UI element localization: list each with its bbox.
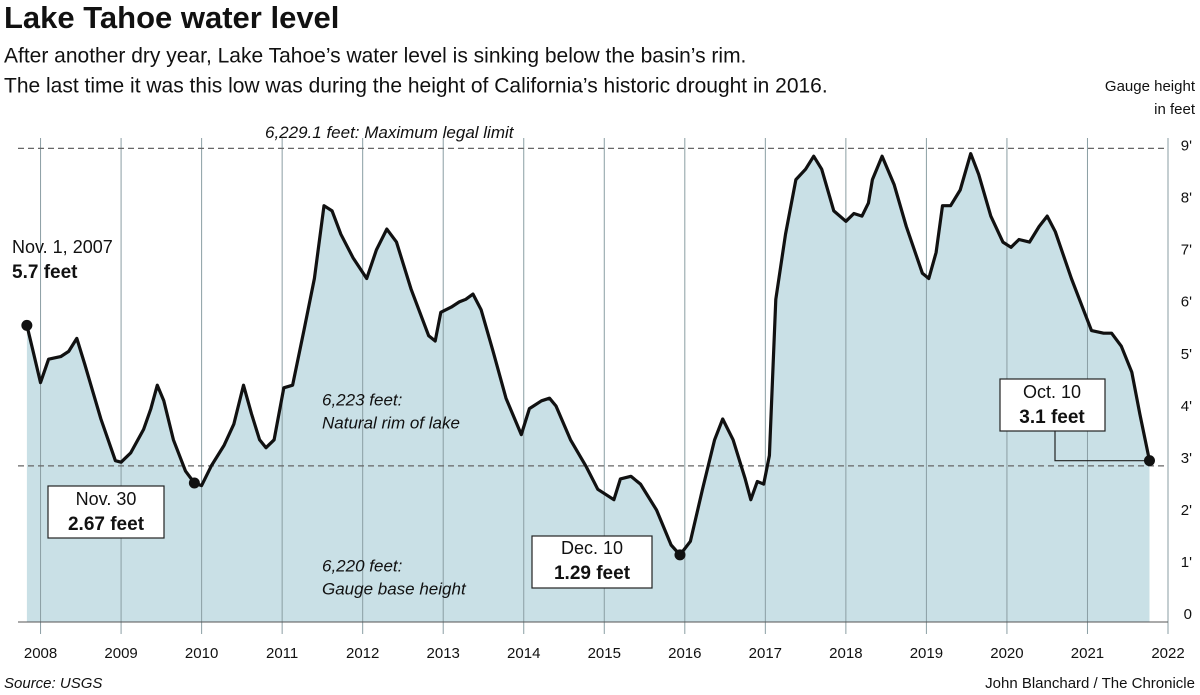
y-tick-label: 3' xyxy=(1181,450,1192,467)
annotation-date: Dec. 10 xyxy=(561,538,623,558)
reference-label: Natural rim of lake xyxy=(322,413,460,432)
y-tick-label: 5' xyxy=(1181,346,1192,363)
credit: John Blanchard / The Chronicle xyxy=(985,675,1195,692)
x-tick-label: 2022 xyxy=(1151,645,1184,662)
x-tick-label: 2020 xyxy=(990,645,1023,662)
x-tick-label: 2014 xyxy=(507,645,540,662)
x-tick-label: 2016 xyxy=(668,645,701,662)
annotation-value: 5.7 feet xyxy=(12,262,78,283)
x-tick-label: 2017 xyxy=(749,645,782,662)
x-tick-label: 2008 xyxy=(24,645,57,662)
x-tick-label: 2015 xyxy=(588,645,621,662)
x-tick-label: 2011 xyxy=(266,645,298,662)
annotation-dot xyxy=(21,319,33,331)
annotation-value: 3.1 feet xyxy=(1019,407,1085,428)
y-tick-label: 0 xyxy=(1184,606,1192,623)
y-tick-label: 9' xyxy=(1181,138,1192,155)
reference-label: Gauge base height xyxy=(322,579,467,598)
reference-label: 6,223 feet: xyxy=(322,390,403,409)
y-tick-label: 4' xyxy=(1181,398,1192,415)
y-tick-label: 1' xyxy=(1181,554,1192,571)
chart-title: Lake Tahoe water level xyxy=(4,0,339,35)
annotation-value: 1.29 feet xyxy=(554,563,631,584)
axis-title: Gauge height xyxy=(1105,78,1196,95)
x-tick-label: 2013 xyxy=(427,645,460,662)
x-tick-label: 2018 xyxy=(829,645,862,662)
annotation-box xyxy=(47,485,165,539)
area-fill xyxy=(26,153,1150,622)
x-tick-label: 2012 xyxy=(346,645,379,662)
annotation-date: Oct. 10 xyxy=(1023,382,1081,402)
annotation-date: Nov. 30 xyxy=(76,489,137,509)
subtitle: The last time it was this low was during… xyxy=(4,75,828,98)
annotation-dot xyxy=(1143,455,1155,467)
leader-line xyxy=(1054,431,1150,462)
subtitle: After another dry year, Lake Tahoe’s wat… xyxy=(4,45,746,68)
x-tick-label: 2021 xyxy=(1071,645,1104,662)
reference-label: 6,220 feet: xyxy=(322,556,403,575)
x-tick-label: 2009 xyxy=(104,645,137,662)
y-tick-label: 6' xyxy=(1181,294,1192,311)
annotation-date: Nov. 1, 2007 xyxy=(12,237,113,257)
line xyxy=(25,152,1152,557)
x-tick-label: 2019 xyxy=(910,645,943,662)
axis-title: in feet xyxy=(1154,101,1196,118)
annotation-dot xyxy=(188,477,200,489)
y-tick-label: 7' xyxy=(1181,242,1192,259)
annotation-dot xyxy=(674,549,686,561)
x-tick-label: 2010 xyxy=(185,645,218,662)
annotation-box xyxy=(531,535,653,589)
y-tick-label: 8' xyxy=(1181,190,1192,207)
y-tick-label: 2' xyxy=(1181,502,1192,519)
reference-label: 6,229.1 feet: Maximum legal limit xyxy=(265,123,515,142)
annotation-value: 2.67 feet xyxy=(68,514,145,535)
source: Source: USGS xyxy=(4,675,102,692)
annotation-box xyxy=(999,378,1106,432)
